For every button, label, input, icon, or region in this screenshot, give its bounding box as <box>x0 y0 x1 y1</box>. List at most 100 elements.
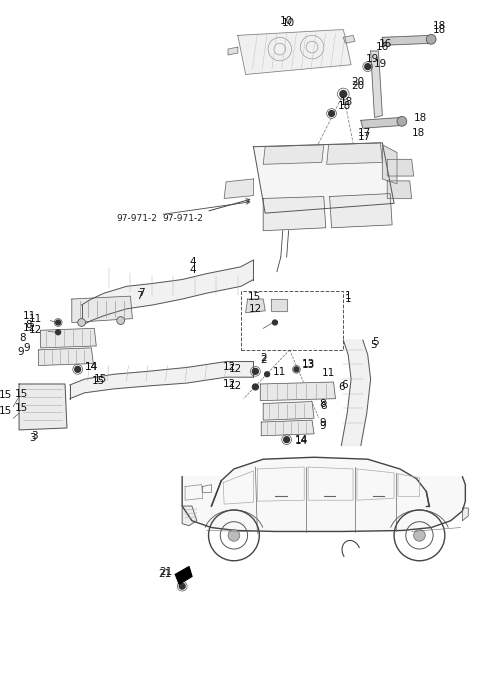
Circle shape <box>284 437 289 442</box>
Text: 10: 10 <box>280 16 293 26</box>
Text: 13: 13 <box>302 359 315 368</box>
Polygon shape <box>224 179 253 198</box>
Text: 21: 21 <box>158 569 171 580</box>
Polygon shape <box>228 47 238 55</box>
Text: 12: 12 <box>228 364 242 375</box>
Polygon shape <box>263 196 326 230</box>
Text: 11: 11 <box>273 367 286 377</box>
Polygon shape <box>182 506 197 525</box>
Circle shape <box>78 318 85 327</box>
Text: 3: 3 <box>29 433 36 442</box>
Text: 20: 20 <box>351 81 364 91</box>
Bar <box>241 292 343 350</box>
Text: 18: 18 <box>339 97 353 107</box>
Text: 11: 11 <box>322 368 335 378</box>
Text: 15: 15 <box>248 292 261 302</box>
Polygon shape <box>462 508 468 521</box>
Text: 97-971-2: 97-971-2 <box>163 199 250 222</box>
Text: 8: 8 <box>319 399 325 409</box>
Text: 13: 13 <box>302 360 315 370</box>
Text: 15: 15 <box>0 390 12 400</box>
Text: 7: 7 <box>136 291 143 301</box>
Text: 18: 18 <box>412 128 425 138</box>
Text: 8: 8 <box>320 401 326 412</box>
Text: 5: 5 <box>371 340 377 350</box>
Polygon shape <box>271 299 287 311</box>
Text: 15: 15 <box>0 406 12 416</box>
Circle shape <box>329 110 335 117</box>
Text: 12: 12 <box>223 362 236 372</box>
Text: 19: 19 <box>366 54 379 64</box>
Polygon shape <box>261 420 314 436</box>
Text: 3: 3 <box>31 431 37 441</box>
Text: 11: 11 <box>23 311 36 320</box>
Polygon shape <box>343 36 355 43</box>
Text: 8: 8 <box>25 320 32 331</box>
Circle shape <box>56 330 60 335</box>
Text: 1: 1 <box>345 294 352 304</box>
Text: 12: 12 <box>223 379 236 389</box>
Text: 16: 16 <box>375 42 389 52</box>
Polygon shape <box>182 477 465 532</box>
Polygon shape <box>371 51 383 117</box>
Text: 7: 7 <box>138 288 145 298</box>
Polygon shape <box>327 143 383 165</box>
Text: 2: 2 <box>260 353 267 363</box>
Text: 9: 9 <box>17 347 24 357</box>
Text: 18: 18 <box>337 101 351 110</box>
Circle shape <box>252 384 258 390</box>
Text: 97-971-2: 97-971-2 <box>117 200 250 222</box>
Polygon shape <box>383 145 397 184</box>
Text: 15: 15 <box>15 389 28 399</box>
Text: 11: 11 <box>29 314 42 324</box>
Text: 14: 14 <box>294 435 308 445</box>
Text: 4: 4 <box>189 265 196 275</box>
Circle shape <box>294 367 299 372</box>
Polygon shape <box>383 36 433 45</box>
Text: 15: 15 <box>91 376 105 386</box>
Polygon shape <box>19 384 67 430</box>
Text: 1: 1 <box>345 291 352 301</box>
Text: 18: 18 <box>433 21 446 31</box>
Polygon shape <box>253 143 394 213</box>
Text: 21: 21 <box>160 567 173 576</box>
Circle shape <box>397 117 407 126</box>
Text: 14: 14 <box>294 436 308 446</box>
Circle shape <box>340 91 347 97</box>
Polygon shape <box>246 299 265 313</box>
Polygon shape <box>175 567 192 584</box>
Text: 4: 4 <box>189 257 196 267</box>
Text: 15: 15 <box>94 374 108 384</box>
Circle shape <box>414 530 425 541</box>
Text: 9: 9 <box>320 421 326 431</box>
Text: 9: 9 <box>319 418 325 428</box>
Circle shape <box>117 317 124 324</box>
Text: 2: 2 <box>260 355 267 364</box>
Polygon shape <box>260 382 336 401</box>
Circle shape <box>365 64 371 69</box>
Polygon shape <box>387 181 412 198</box>
Polygon shape <box>70 362 253 399</box>
Polygon shape <box>212 458 429 506</box>
Polygon shape <box>330 193 392 228</box>
Text: 14: 14 <box>84 362 98 372</box>
Circle shape <box>264 372 270 377</box>
Polygon shape <box>387 159 414 176</box>
Polygon shape <box>263 145 324 165</box>
Polygon shape <box>82 260 253 325</box>
Text: 6: 6 <box>338 382 345 392</box>
Text: 17: 17 <box>358 132 371 142</box>
Circle shape <box>228 530 240 541</box>
Circle shape <box>273 320 277 325</box>
Text: 20: 20 <box>351 78 364 87</box>
Text: 8: 8 <box>19 333 26 343</box>
Polygon shape <box>41 329 96 348</box>
Circle shape <box>252 368 258 375</box>
Text: 12: 12 <box>249 304 262 314</box>
Polygon shape <box>341 340 371 445</box>
Circle shape <box>426 34 436 44</box>
Text: 9: 9 <box>23 343 30 353</box>
Circle shape <box>179 583 185 589</box>
Text: 18: 18 <box>433 25 446 34</box>
Circle shape <box>56 320 60 325</box>
